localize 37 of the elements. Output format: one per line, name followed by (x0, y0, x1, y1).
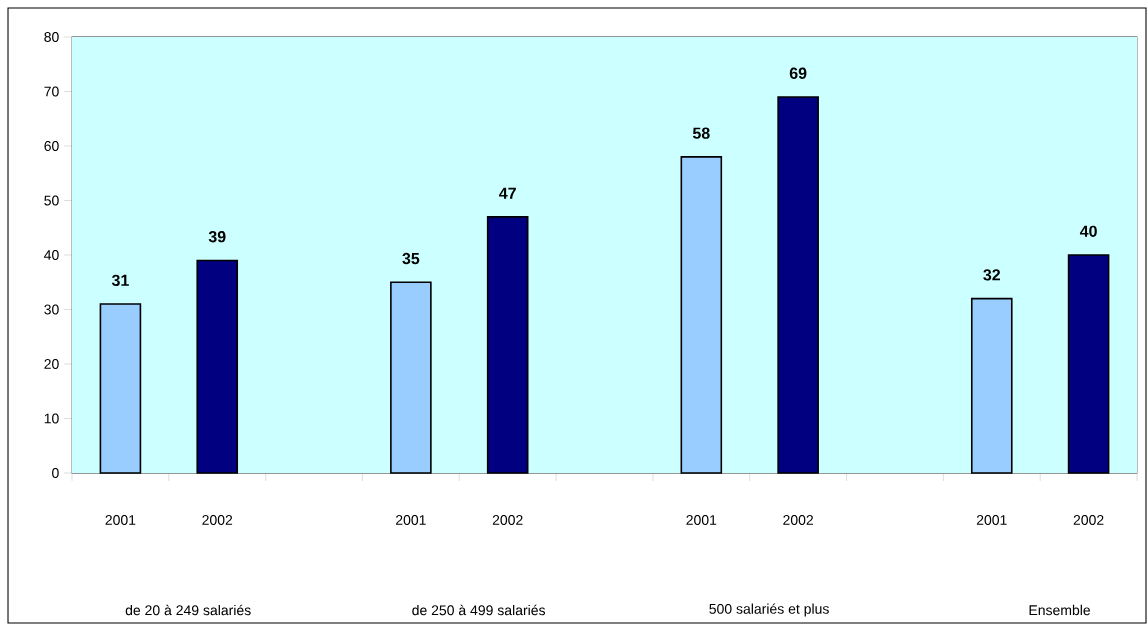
bar (99, 303, 142, 474)
y-tick-label: 10 (44, 413, 59, 424)
y-tick-label: 20 (44, 359, 59, 369)
text: de 20 à 249 salariés (125, 604, 251, 616)
x-tick-label: 2002 (492, 515, 523, 525)
y-tick-label: 60 (44, 141, 59, 151)
y-tick-label: 0 (52, 468, 59, 478)
data-label: 32 (983, 269, 1001, 281)
bar (486, 216, 529, 474)
y-tick-label: 80 (44, 32, 59, 42)
y-tick-label: 30 (44, 304, 59, 315)
bar (970, 297, 1013, 474)
y-tick-label: 50 (44, 195, 59, 206)
text: 500 salariés et plus (709, 603, 829, 617)
text: de 250 à 499 salariés (412, 604, 546, 616)
x-tick-label: 2001 (686, 515, 717, 525)
text: Ensemble (1029, 604, 1091, 616)
x-tick-label: 2001 (396, 515, 426, 525)
y-tick-label: 40 (44, 250, 59, 260)
bar (1067, 254, 1110, 474)
data-label: 39 (208, 231, 226, 243)
y-tick-label: 70 (44, 86, 59, 97)
data-label: 31 (111, 274, 129, 287)
bar (390, 281, 432, 474)
bar (680, 156, 723, 474)
data-label: 69 (789, 67, 807, 79)
data-label: 40 (1079, 225, 1097, 237)
x-tick-label: 2002 (783, 515, 813, 525)
x-tick-label: 2002 (1073, 515, 1104, 525)
x-tick-label: 2001 (105, 515, 136, 525)
data-label: 58 (692, 127, 710, 139)
data-label: 35 (402, 252, 420, 265)
data-label: 47 (499, 187, 516, 199)
bar (196, 259, 239, 474)
x-tick-label: 2002 (202, 515, 233, 525)
bar (777, 96, 819, 474)
x-tick-label: 2001 (976, 515, 1007, 525)
